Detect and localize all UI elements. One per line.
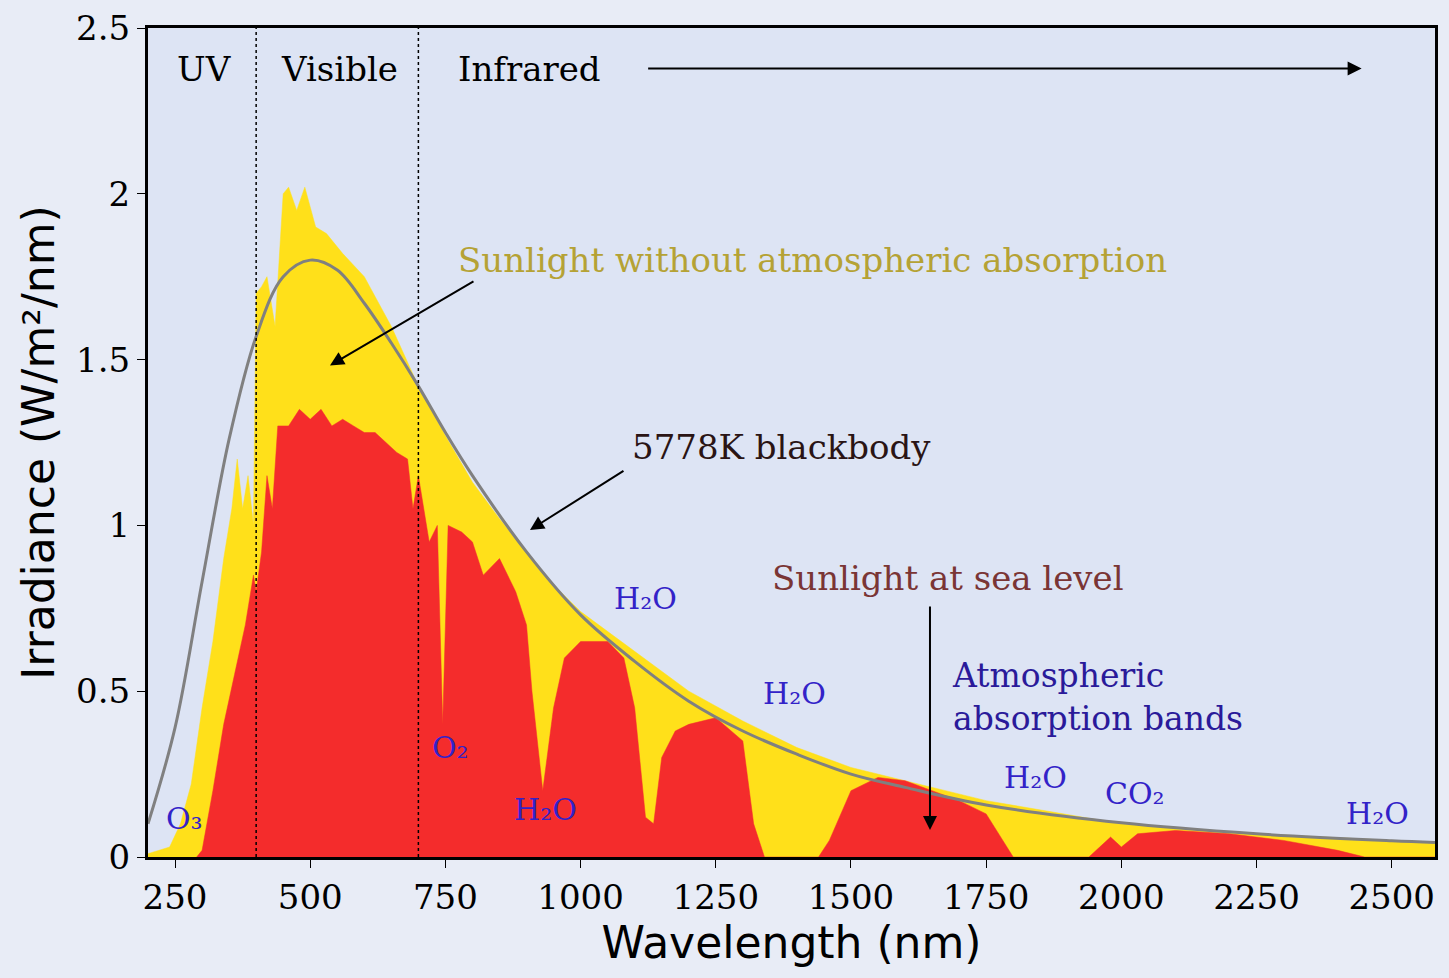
svg-text:2500: 2500 [1348, 877, 1435, 917]
svg-text:O₃: O₃ [166, 801, 203, 836]
svg-text:Infrared: Infrared [458, 49, 601, 89]
svg-text:0: 0 [109, 837, 131, 877]
svg-text:0.5: 0.5 [76, 671, 130, 711]
svg-text:H₂O: H₂O [614, 581, 677, 616]
svg-text:2.5: 2.5 [76, 8, 130, 48]
svg-text:2250: 2250 [1213, 877, 1300, 917]
svg-text:Atmosphericabsorption bands: Atmosphericabsorption bands [952, 656, 1243, 738]
svg-text:1250: 1250 [673, 877, 760, 917]
svg-text:250: 250 [143, 877, 208, 917]
svg-text:1000: 1000 [537, 877, 624, 917]
svg-text:CO₂: CO₂ [1105, 776, 1165, 811]
svg-text:O₂: O₂ [432, 730, 469, 765]
svg-text:Visible: Visible [281, 49, 398, 89]
svg-text:2: 2 [109, 174, 131, 214]
svg-text:Sunlight at sea level: Sunlight at sea level [772, 558, 1124, 598]
svg-text:UV: UV [177, 49, 232, 89]
svg-text:750: 750 [413, 877, 478, 917]
svg-text:5778K blackbody: 5778K blackbody [632, 427, 931, 467]
svg-text:Sunlight without atmospheric a: Sunlight without atmospheric absorption [458, 240, 1167, 280]
svg-text:H₂O: H₂O [514, 792, 577, 827]
svg-text:1750: 1750 [943, 877, 1030, 917]
svg-text:2000: 2000 [1078, 877, 1165, 917]
svg-text:Irradiance (W/m²/nm): Irradiance (W/m²/nm) [13, 205, 64, 679]
svg-text:1500: 1500 [808, 877, 895, 917]
svg-text:1: 1 [109, 505, 131, 545]
svg-text:H₂O: H₂O [1004, 760, 1067, 795]
svg-text:1.5: 1.5 [76, 340, 130, 380]
svg-text:500: 500 [278, 877, 343, 917]
svg-text:H₂O: H₂O [1346, 796, 1409, 831]
svg-text:H₂O: H₂O [763, 676, 826, 711]
svg-text:Wavelength (nm): Wavelength (nm) [601, 917, 981, 968]
